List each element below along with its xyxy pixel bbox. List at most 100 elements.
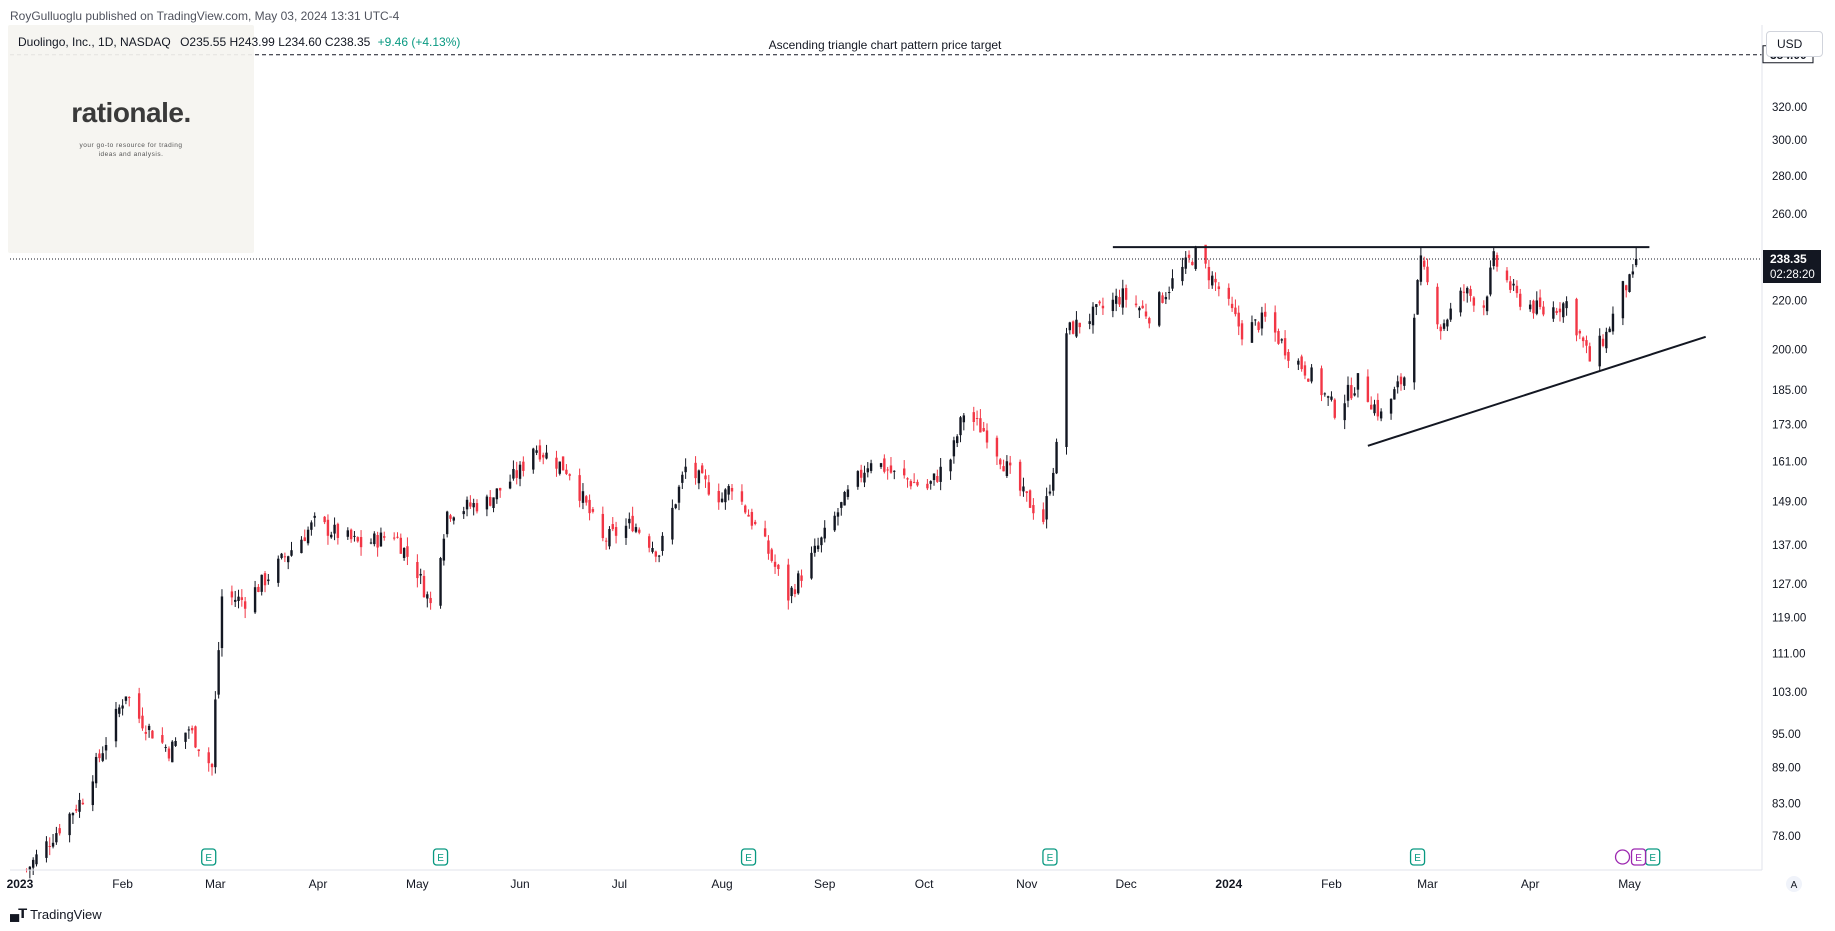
candle-body bbox=[1495, 255, 1499, 267]
candle-body bbox=[94, 756, 98, 784]
candle-body bbox=[1466, 287, 1469, 294]
candle-body bbox=[1442, 323, 1446, 329]
candle-body bbox=[1018, 461, 1022, 491]
candle-body bbox=[498, 487, 502, 491]
candle-body bbox=[1300, 356, 1303, 370]
candle-body bbox=[1171, 278, 1174, 289]
candle-body bbox=[1254, 319, 1257, 321]
candle-body bbox=[1422, 260, 1426, 267]
candle-body bbox=[1283, 338, 1287, 356]
y-tick-label: 89.00 bbox=[1772, 763, 1801, 775]
candle-body bbox=[1260, 312, 1264, 329]
candle-body bbox=[1436, 286, 1439, 325]
candle-body bbox=[1005, 461, 1009, 476]
tradingview-brand[interactable]: ▄𝗧 TradingView bbox=[10, 906, 102, 922]
candle-body bbox=[392, 537, 396, 539]
x-tick-label: 2023 bbox=[7, 877, 34, 891]
candle-body bbox=[1426, 266, 1429, 283]
candle-body bbox=[101, 753, 104, 761]
candle-body bbox=[777, 564, 780, 570]
y-tick-label: 200.00 bbox=[1772, 345, 1807, 357]
candle-body bbox=[356, 537, 359, 542]
candle-body bbox=[879, 463, 883, 467]
candle-body bbox=[939, 466, 942, 482]
currency-button[interactable]: USD bbox=[1766, 31, 1823, 57]
candle-body bbox=[1581, 337, 1585, 342]
candle-body bbox=[866, 468, 869, 473]
candle-body bbox=[1111, 299, 1115, 312]
low-label: L bbox=[278, 35, 285, 49]
last-price-badge bbox=[1763, 250, 1821, 284]
candle-body bbox=[1608, 328, 1611, 333]
y-tick-label: 83.00 bbox=[1772, 799, 1801, 811]
earnings-letter: E bbox=[437, 853, 444, 864]
candle-body bbox=[429, 597, 432, 604]
candle-body bbox=[1379, 411, 1383, 419]
candle-body bbox=[995, 437, 999, 457]
candle-body bbox=[638, 529, 641, 533]
watermark-tagline: your go-to resource for trading ideas an… bbox=[63, 141, 199, 159]
candle-body bbox=[330, 534, 333, 538]
candle-body bbox=[1065, 333, 1068, 447]
candle-body bbox=[1207, 266, 1211, 281]
candle-body bbox=[1356, 373, 1360, 390]
event-marker-icon bbox=[1614, 849, 1631, 865]
candle-body bbox=[975, 417, 979, 419]
x-tick-label: Dec bbox=[1115, 877, 1136, 891]
watermark-logo: rationale. bbox=[71, 97, 191, 128]
candle-body bbox=[114, 708, 118, 742]
candle-body bbox=[1095, 304, 1098, 308]
auto-scale-label: A bbox=[1791, 880, 1798, 891]
candle-body bbox=[1449, 308, 1452, 320]
candle-body bbox=[730, 487, 734, 492]
candle-body bbox=[31, 859, 35, 868]
candle-body bbox=[1068, 322, 1072, 331]
candle-body bbox=[624, 525, 628, 538]
x-tick-label: Feb bbox=[112, 877, 133, 891]
publisher-name[interactable]: RoyGulluoglu bbox=[10, 9, 83, 23]
candle-body bbox=[194, 726, 197, 748]
candle-body bbox=[1578, 330, 1582, 334]
earnings-marker bbox=[1409, 848, 1426, 866]
candle-body bbox=[164, 747, 167, 749]
candle-body bbox=[1075, 319, 1078, 337]
candle-body bbox=[1413, 317, 1416, 383]
candle-body bbox=[697, 470, 701, 484]
candle-body bbox=[1565, 301, 1568, 309]
candle-body bbox=[207, 752, 210, 764]
earnings-marker bbox=[201, 848, 217, 866]
candle-body bbox=[75, 809, 78, 811]
candle-body bbox=[1071, 321, 1075, 334]
candle-body bbox=[419, 573, 422, 576]
symbol-title[interactable]: Duolingo, Inc., 1D, NASDAQ bbox=[18, 35, 171, 49]
y-tick-label: 161.00 bbox=[1772, 457, 1807, 469]
candle-body bbox=[1052, 472, 1055, 491]
candle-body bbox=[1469, 289, 1472, 296]
candle-body bbox=[58, 828, 61, 834]
candle-body bbox=[863, 472, 866, 483]
candle-body bbox=[469, 502, 472, 507]
candle-body bbox=[1181, 266, 1184, 282]
candle-body bbox=[187, 729, 191, 731]
candle-body bbox=[985, 430, 989, 443]
x-tick-label: May bbox=[1618, 877, 1641, 891]
candle-body bbox=[336, 523, 340, 538]
candle-body bbox=[979, 418, 982, 433]
candle-body bbox=[1307, 378, 1310, 382]
candle-body bbox=[962, 415, 966, 423]
x-tick-label: 2024 bbox=[1215, 877, 1242, 891]
candle-body bbox=[449, 515, 452, 519]
candle-body bbox=[376, 535, 379, 548]
candle-body bbox=[1542, 306, 1545, 315]
candle-body bbox=[1204, 244, 1207, 264]
earnings-letter: E bbox=[1635, 853, 1642, 864]
candle-body bbox=[568, 474, 571, 476]
candle-body bbox=[1250, 322, 1254, 343]
candle-body bbox=[214, 699, 217, 768]
candle-body bbox=[303, 537, 306, 541]
candle-body bbox=[836, 512, 840, 517]
published-text: published on TradingView.com, May 03, 20… bbox=[85, 9, 400, 23]
candle-body bbox=[797, 573, 800, 594]
candle-body bbox=[508, 481, 512, 489]
